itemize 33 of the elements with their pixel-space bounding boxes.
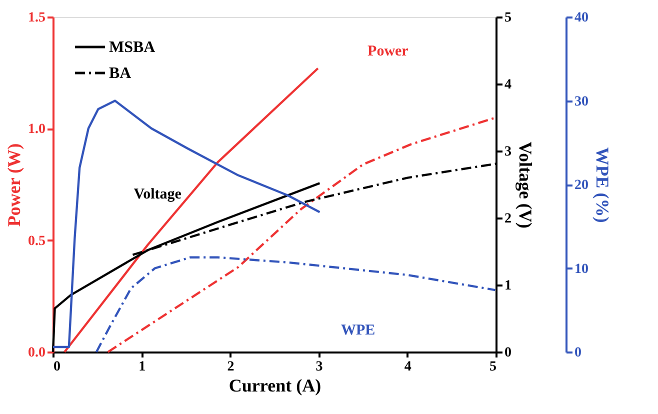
x-tick-label: 2: [227, 360, 234, 374]
y2-tick-label: 3: [504, 144, 512, 160]
y-axis-title: Power (W): [4, 143, 24, 227]
y2-tick-label: 5: [504, 10, 512, 26]
legend-label: BA: [109, 65, 132, 82]
y-tick-label: 0.5: [28, 234, 46, 249]
y3-tick-label: 10: [574, 262, 588, 277]
y2-tick-label: 2: [504, 212, 512, 226]
y2-tick-label: 0: [504, 346, 512, 360]
y3-tick-label: 20: [574, 178, 588, 193]
x-tick-label: 0: [54, 360, 60, 374]
y-tick-label: 1.5: [28, 10, 46, 26]
y-tick-label: 1.0: [28, 122, 46, 138]
y3-tick-label: 0: [574, 346, 582, 360]
y3-tick-label: 30: [574, 94, 588, 110]
y3-axis-title: WPE (%): [592, 147, 612, 223]
y2-tick-label: 1: [504, 278, 512, 294]
x-tick-label: 1: [138, 360, 146, 374]
line-series: [52, 100, 321, 348]
y2-tick-label: 4: [504, 78, 512, 92]
x-tick-label: 4: [404, 360, 412, 374]
x-tick-label: 5: [490, 360, 496, 374]
annotation: Voltage: [134, 186, 182, 202]
legend-label: MSBA: [109, 39, 156, 56]
x-axis-title: Current (A): [228, 376, 322, 396]
x-tick-label: 3: [316, 360, 323, 374]
annotation: Power: [368, 44, 409, 60]
y3-tick-label: 40: [574, 10, 588, 26]
line-series: [95, 256, 496, 354]
line-series: [63, 67, 320, 354]
y-tick-label: 0.0: [28, 346, 46, 360]
annotation: WPE: [340, 322, 376, 339]
y2-axis-title: Voltage (V): [516, 142, 536, 228]
